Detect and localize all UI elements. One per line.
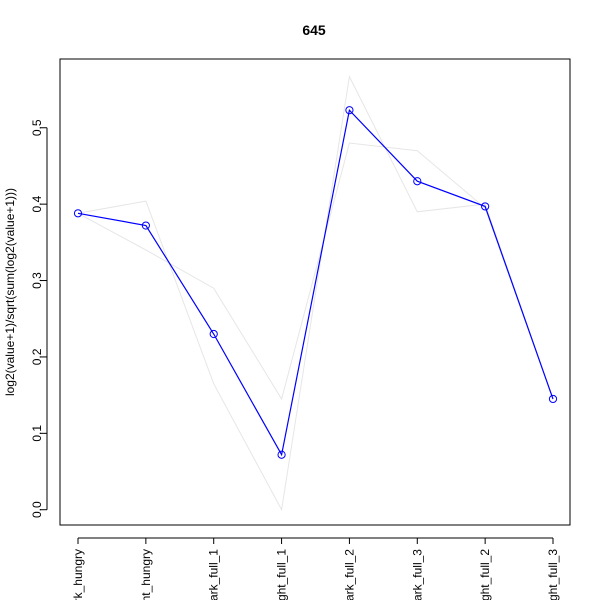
- x-tick-label-light_full_2: light_full_2: [478, 549, 492, 600]
- main-series: [73, 106, 558, 459]
- data-point-light_full_3: [548, 394, 558, 404]
- x-tick-label-light_full_3: light_full_3: [546, 549, 560, 600]
- y-tick-label: 0.0: [30, 501, 44, 518]
- x-tick-label-dark_full_3: dark_full_3: [410, 549, 424, 600]
- x-tick-label-light_full_1: light_full_1: [275, 549, 289, 600]
- background-series: [77, 74, 554, 512]
- data-point-dark_hungry: [73, 209, 83, 218]
- y-tick-label: 0.5: [30, 119, 44, 136]
- y-tick-label: 0.3: [30, 272, 44, 289]
- x-tick-label-dark_full_1: dark_full_1: [207, 549, 221, 600]
- x-tick-label-dark_full_2: dark_full_2: [342, 549, 356, 600]
- x-tick-label-dark_hungry: dark_hungry: [71, 549, 85, 600]
- background-line-1: [77, 74, 554, 512]
- data-point-dark_full_1: [209, 329, 218, 339]
- plot-frame: [59, 58, 571, 526]
- data-point-light_full_2: [481, 202, 490, 211]
- y-axis: 0.0 0.1 0.2 0.3 0.4 0.5: [30, 119, 48, 518]
- data-point-light_full_1: [277, 450, 286, 459]
- y-axis-label: log2(value+1)/sqrt(sum(log2(value+1))): [3, 188, 17, 396]
- y-tick-label: 0.4: [30, 195, 44, 212]
- x-tick-label-light_hungry: light_hungry: [139, 549, 153, 600]
- data-point-dark_full_2: [345, 106, 354, 115]
- y-tick-label: 0.2: [30, 348, 44, 365]
- data-point-dark_full_3: [413, 177, 422, 186]
- y-tick-label: 0.1: [30, 425, 44, 442]
- main-line: [77, 108, 554, 457]
- data-point-light_hungry: [141, 221, 150, 230]
- x-axis: dark_hungry light_hungry dark_full_1 light_…: [71, 537, 560, 600]
- background-line-2: [77, 142, 554, 401]
- chart-title: 645: [302, 22, 326, 38]
